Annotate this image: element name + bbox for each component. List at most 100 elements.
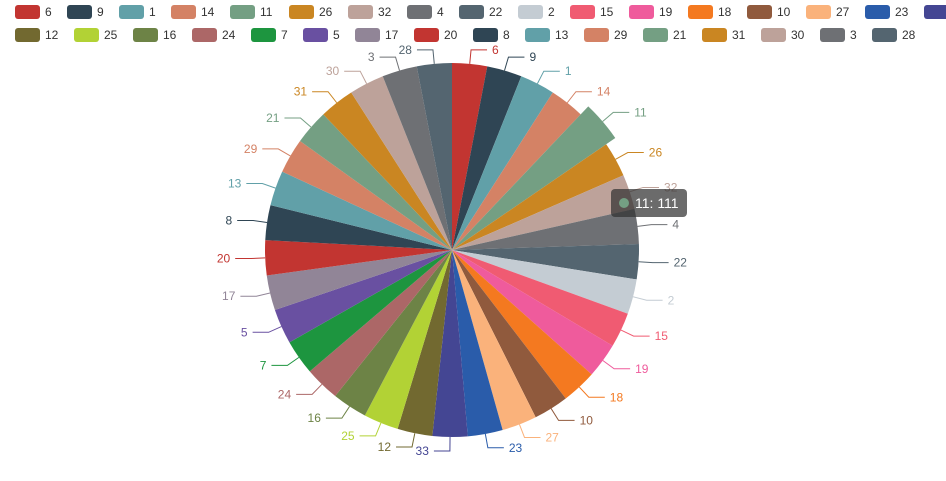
legend-item-2[interactable]: 2	[518, 5, 555, 19]
legend-item-7[interactable]: 7	[251, 28, 288, 42]
slice-12[interactable]	[397, 250, 452, 436]
legend-item-1[interactable]: 1	[119, 5, 156, 19]
legend-item-24[interactable]: 24	[192, 28, 236, 42]
legend-item-12[interactable]: 12	[15, 28, 59, 42]
legend-item-29[interactable]: 29	[584, 28, 628, 42]
slice-9[interactable]	[452, 66, 522, 250]
legend-label: 15	[600, 5, 614, 19]
slice-22[interactable]	[452, 244, 639, 280]
slice-31[interactable]	[323, 92, 452, 250]
legend-item-14[interactable]: 14	[171, 5, 215, 19]
legend-label: 26	[319, 5, 333, 19]
slice-17[interactable]	[266, 250, 452, 311]
legend-label: 9	[97, 5, 104, 19]
slice-label-30: 30	[326, 64, 340, 78]
legend-item-10[interactable]: 10	[747, 5, 791, 19]
legend-item-23[interactable]: 23	[865, 5, 909, 19]
leader-line-20	[235, 257, 266, 259]
legend-item-4[interactable]: 4	[407, 5, 444, 19]
legend-swatch	[525, 28, 550, 42]
legend-item-15[interactable]: 15	[570, 5, 614, 19]
legend-item-8[interactable]: 8	[473, 28, 510, 42]
legend-item-19[interactable]: 19	[629, 5, 673, 19]
slice-6[interactable]	[452, 63, 488, 250]
legend-item-32[interactable]: 32	[348, 5, 392, 19]
legend-item-30[interactable]: 30	[761, 28, 805, 42]
slice-32[interactable]	[452, 175, 635, 250]
slice-10[interactable]	[452, 250, 566, 418]
tooltip-text: 11: 111	[635, 195, 679, 211]
slice-23[interactable]	[452, 250, 503, 437]
legend-swatch	[473, 28, 498, 42]
legend-label: 4	[437, 5, 444, 19]
slice-16[interactable]	[335, 250, 452, 416]
slice-15[interactable]	[452, 250, 628, 346]
legend-label: 20	[444, 28, 458, 42]
legend-item-16[interactable]: 16	[133, 28, 177, 42]
slice-30[interactable]	[351, 76, 452, 251]
slice-8[interactable]	[265, 205, 452, 250]
legend-item-6[interactable]: 6	[15, 5, 52, 19]
legend-item-21[interactable]: 21	[643, 28, 687, 42]
legend-swatch	[355, 28, 380, 42]
legend-item-13[interactable]: 13	[525, 28, 569, 42]
legend-item-18[interactable]: 18	[688, 5, 732, 19]
legend-item-22[interactable]: 22	[459, 5, 503, 19]
legend-item-5[interactable]: 5	[303, 28, 340, 42]
slice-label-21: 21	[266, 111, 280, 125]
slice-26[interactable]	[452, 144, 624, 250]
slice-28[interactable]	[416, 63, 452, 250]
legend-item-9[interactable]: 9	[67, 5, 104, 19]
slice-3[interactable]	[382, 66, 452, 250]
legend-label: 7	[281, 28, 288, 42]
legend-item-20[interactable]: 20	[414, 28, 458, 42]
slice-27[interactable]	[452, 250, 536, 431]
leader-line-16	[325, 406, 350, 419]
legend-label: 32	[378, 5, 392, 19]
slice-20[interactable]	[265, 240, 452, 276]
slice-label-33: 33	[416, 444, 430, 458]
slice-14[interactable]	[452, 92, 581, 250]
leader-line-19	[602, 360, 631, 370]
tooltip-marker	[619, 198, 629, 208]
slice-2[interactable]	[452, 250, 637, 314]
legend-item-28[interactable]: 28	[872, 28, 916, 42]
slice-label-14: 14	[597, 85, 611, 99]
legend-swatch	[251, 28, 276, 42]
leader-line-1	[536, 70, 560, 84]
slice-21[interactable]	[300, 114, 452, 250]
slice-4[interactable]	[452, 208, 639, 250]
legend-item-31[interactable]: 31	[702, 28, 746, 42]
slice-label-24: 24	[278, 387, 292, 401]
slice-19[interactable]	[452, 250, 613, 375]
slice-33[interactable]	[432, 250, 468, 437]
slice-11[interactable]	[452, 106, 616, 250]
legend-item-33[interactable]: 33	[924, 5, 946, 19]
pie-slices	[265, 63, 639, 437]
legend-swatch	[806, 5, 831, 19]
slice-24[interactable]	[309, 250, 452, 397]
legend-item-3[interactable]: 3	[820, 28, 857, 42]
leader-line-5	[252, 326, 282, 333]
slice-label-16: 16	[308, 411, 322, 425]
legend-label: 13	[555, 28, 569, 42]
legend-item-17[interactable]: 17	[355, 28, 399, 42]
slice-29[interactable]	[282, 141, 452, 250]
legend-item-11[interactable]: 11	[230, 5, 273, 19]
slice-5[interactable]	[274, 250, 452, 343]
legend-item-25[interactable]: 25	[74, 28, 118, 42]
slice-13[interactable]	[270, 171, 452, 250]
legend-swatch	[414, 28, 439, 42]
slice-label-8: 8	[225, 213, 232, 227]
legend-label: 31	[732, 28, 746, 42]
legend-label: 1	[149, 5, 156, 19]
slice-25[interactable]	[364, 250, 452, 429]
slice-1[interactable]	[452, 76, 553, 251]
legend-swatch	[820, 28, 845, 42]
legend-swatch	[518, 5, 543, 19]
slice-18[interactable]	[452, 250, 592, 399]
slice-7[interactable]	[289, 250, 452, 372]
legend-item-26[interactable]: 26	[289, 5, 333, 19]
legend-item-27[interactable]: 27	[806, 5, 850, 19]
leader-line-4	[637, 224, 668, 227]
